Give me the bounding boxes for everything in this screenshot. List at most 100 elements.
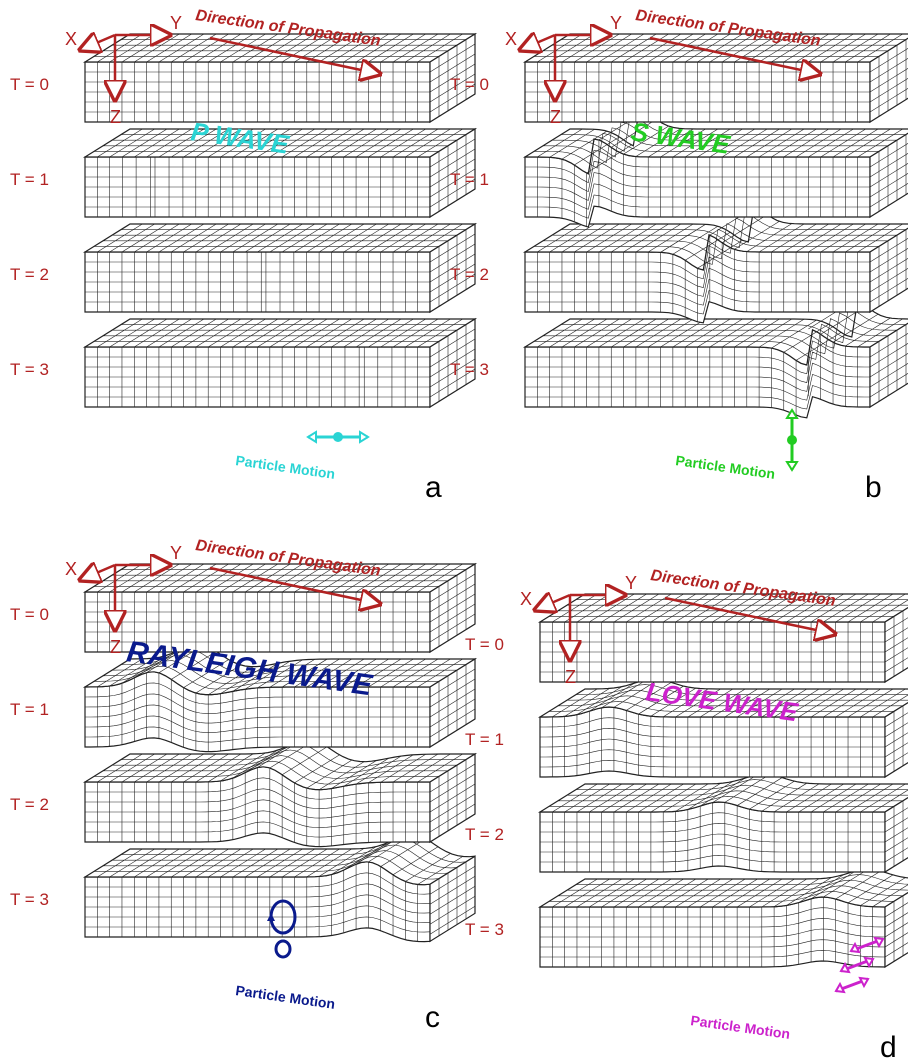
slab-t1 (522, 110, 908, 228)
slab-end-face (884, 796, 908, 874)
direction-arrow (649, 36, 820, 74)
time-label-t1: T = 1 (450, 170, 489, 189)
slab-t3 (82, 317, 478, 409)
time-label-t0: T = 0 (10, 75, 49, 94)
slab-t3 (82, 833, 476, 943)
slab-front-face (84, 346, 431, 408)
panel-letter-a: a (425, 471, 442, 504)
z-axis-label: Z (550, 107, 561, 127)
time-label-t3: T = 3 (10, 890, 49, 909)
slab-front-face (84, 671, 431, 753)
x-axis-arrow (520, 35, 556, 50)
slab-top-face (522, 300, 908, 366)
particle-motion-label: Particle Motion (675, 452, 777, 482)
slab-top-face (522, 33, 908, 63)
slab-front-face (524, 138, 871, 228)
slab-end-face (429, 317, 476, 409)
slab-top-face (82, 33, 478, 63)
direction-arrow (664, 596, 835, 634)
slab-t0 (82, 32, 478, 124)
slab-front-face (84, 156, 431, 218)
slab-front-face (84, 61, 431, 123)
time-label-t0: T = 0 (450, 75, 489, 94)
x-axis-label: X (520, 589, 532, 609)
time-label-t1: T = 1 (465, 730, 504, 749)
time-label-t2: T = 2 (10, 795, 49, 814)
slab-top-face (537, 678, 908, 718)
time-label-t3: T = 3 (450, 360, 489, 379)
slab-top-face (82, 833, 476, 886)
time-label-t3: T = 3 (10, 360, 49, 379)
time-label-t2: T = 2 (465, 825, 504, 844)
time-label-t0: T = 0 (465, 635, 504, 654)
slab-end-face (884, 606, 908, 684)
slab-front-face (539, 621, 886, 683)
particle-motion-label: Particle Motion (690, 1012, 792, 1042)
slab-top-face (537, 868, 908, 908)
slab-t2 (82, 738, 478, 848)
panel-letter-d: d (880, 1031, 897, 1064)
particle-motion-glyph (267, 899, 297, 959)
slab-top-face (82, 223, 478, 253)
axes: X Y Z (65, 13, 182, 127)
axes: X Y Z (520, 573, 637, 687)
slab-t3 (537, 868, 908, 969)
z-axis-label: Z (110, 107, 121, 127)
slab-front-face (524, 61, 871, 123)
time-label-t1: T = 1 (10, 700, 49, 719)
particle-motion-label: Particle Motion (235, 452, 337, 482)
x-axis-arrow (80, 35, 116, 50)
y-axis-label: Y (610, 13, 622, 33)
slab-top-face (522, 205, 908, 271)
slab-t0 (522, 33, 908, 124)
axes: X Y Z (505, 13, 622, 127)
slab-end-face (429, 752, 476, 844)
axes: X Y Z (65, 543, 182, 657)
time-label-t1: T = 1 (10, 170, 49, 189)
x-axis-label: X (65, 559, 77, 579)
slab-front-face (84, 591, 431, 653)
slab-top-face (82, 318, 478, 348)
slab-top-face (522, 110, 908, 175)
time-label-t0: T = 0 (10, 605, 49, 624)
z-axis-label: Z (110, 637, 121, 657)
slab-end-face (429, 127, 476, 219)
slab-t1 (82, 643, 478, 753)
time-label-t3: T = 3 (465, 920, 504, 939)
slab-top-face (537, 593, 908, 623)
x-axis-label: X (65, 29, 77, 49)
slab-t1 (82, 127, 478, 219)
slab-front-face (84, 861, 431, 943)
particle-motion-label: Particle Motion (235, 982, 337, 1012)
slab-t0 (82, 562, 478, 654)
x-axis-label: X (505, 29, 517, 49)
panel-letter-b: b (865, 471, 882, 504)
slab-end-face (429, 562, 476, 654)
y-axis-label: Y (170, 13, 182, 33)
time-label-t2: T = 2 (450, 265, 489, 284)
slab-t2 (82, 222, 478, 314)
slab-front-face (84, 251, 431, 313)
slab-t2 (522, 205, 908, 324)
slab-end-face (429, 855, 476, 943)
y-axis-label: Y (170, 543, 182, 563)
slab-t3 (522, 300, 908, 419)
slab-t0 (537, 593, 908, 684)
particle-motion-glyph (306, 430, 370, 444)
direction-arrow (209, 36, 380, 74)
slab-end-face (869, 322, 908, 409)
slab-end-face (429, 222, 476, 314)
x-axis-arrow (80, 565, 116, 580)
time-label-t2: T = 2 (10, 265, 49, 284)
x-axis-arrow (535, 595, 571, 610)
slab-end-face (429, 657, 476, 749)
slab-top-face (537, 773, 908, 813)
particle-motion-glyph (834, 936, 885, 994)
slab-end-face (429, 32, 476, 124)
z-axis-label: Z (565, 667, 576, 687)
